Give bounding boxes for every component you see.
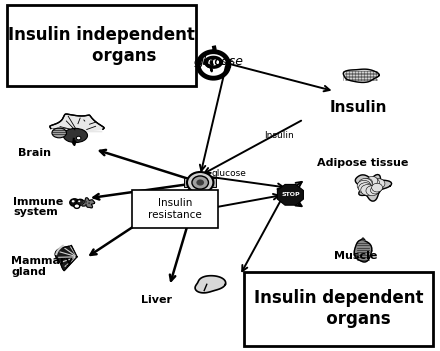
Polygon shape	[356, 174, 392, 201]
Polygon shape	[55, 245, 77, 271]
Circle shape	[367, 177, 378, 185]
Circle shape	[361, 185, 374, 196]
Circle shape	[359, 178, 372, 189]
Text: Insulin
resistance: Insulin resistance	[148, 198, 202, 220]
Text: system: system	[13, 207, 58, 217]
FancyBboxPatch shape	[132, 190, 218, 228]
Text: Adipose tissue: Adipose tissue	[317, 158, 408, 168]
Circle shape	[368, 178, 379, 187]
Polygon shape	[82, 198, 95, 208]
Text: Liver: Liver	[141, 295, 172, 305]
Text: Insulin: Insulin	[264, 131, 294, 140]
Circle shape	[77, 136, 81, 140]
Circle shape	[359, 183, 372, 194]
Circle shape	[366, 186, 378, 196]
Circle shape	[78, 200, 80, 202]
Text: Muscle: Muscle	[334, 251, 378, 261]
Text: gland: gland	[11, 267, 46, 277]
Circle shape	[375, 183, 383, 190]
Circle shape	[187, 172, 213, 193]
Ellipse shape	[54, 112, 104, 144]
Text: glucose: glucose	[196, 55, 244, 68]
Text: Mammary: Mammary	[11, 257, 73, 266]
Circle shape	[74, 204, 80, 208]
Ellipse shape	[63, 128, 88, 143]
Bar	[184, 178, 190, 187]
Text: glucose: glucose	[211, 169, 246, 178]
Text: glucose: glucose	[194, 57, 234, 67]
FancyBboxPatch shape	[7, 5, 196, 86]
Polygon shape	[354, 240, 372, 262]
Polygon shape	[361, 238, 365, 240]
Text: Insulin dependent
       organs: Insulin dependent organs	[254, 290, 424, 328]
Polygon shape	[277, 184, 304, 205]
Text: Insulin independent
        organs: Insulin independent organs	[8, 26, 194, 65]
Circle shape	[85, 201, 87, 203]
Circle shape	[357, 180, 371, 191]
Circle shape	[196, 179, 204, 186]
Ellipse shape	[52, 128, 66, 138]
Circle shape	[192, 176, 209, 189]
Text: Insulin: Insulin	[330, 100, 388, 114]
Circle shape	[362, 178, 373, 187]
FancyBboxPatch shape	[244, 272, 433, 346]
Text: STOP: STOP	[281, 192, 300, 197]
Polygon shape	[198, 52, 229, 78]
Circle shape	[72, 200, 75, 203]
Circle shape	[77, 199, 84, 205]
Polygon shape	[195, 276, 226, 293]
Circle shape	[372, 183, 382, 192]
Text: Brain: Brain	[18, 148, 51, 158]
Circle shape	[88, 202, 90, 204]
Polygon shape	[50, 114, 104, 132]
Text: Immune: Immune	[13, 197, 63, 207]
Polygon shape	[343, 69, 379, 82]
Circle shape	[85, 204, 87, 205]
Circle shape	[70, 199, 79, 206]
Circle shape	[370, 187, 380, 194]
Circle shape	[373, 179, 385, 188]
Bar	[211, 178, 216, 187]
